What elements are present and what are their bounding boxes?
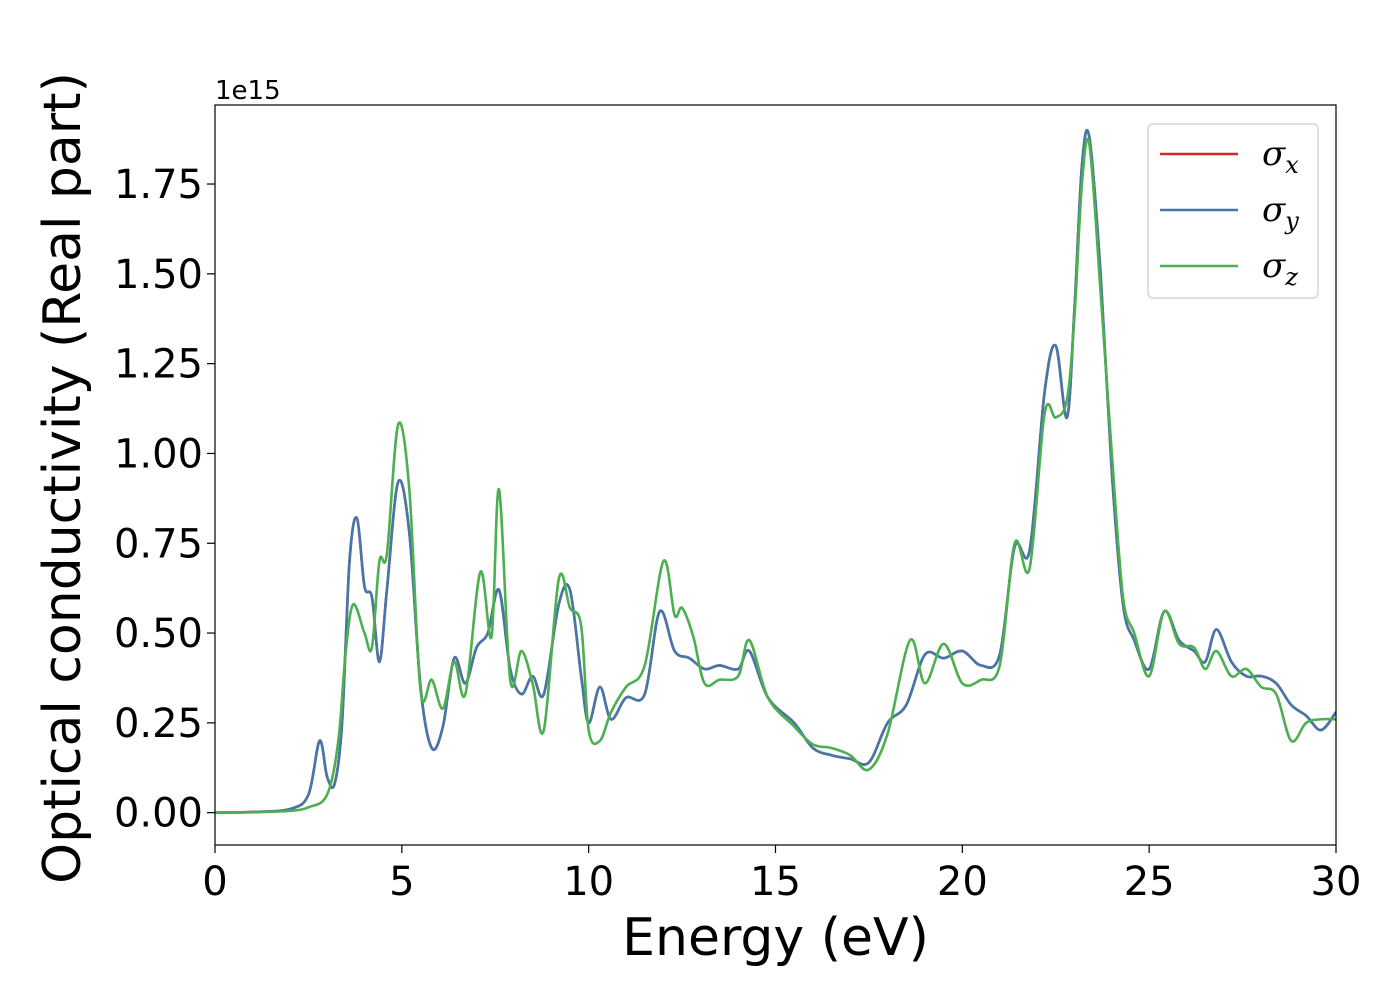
y-tick-label: 1.50: [114, 252, 203, 298]
x-tick-label: 15: [750, 859, 801, 905]
y-axis-offset-text: 1e15: [215, 76, 281, 106]
x-axis: 0 5 10 15 20 25 30: [202, 845, 1361, 905]
x-tick-label: 20: [937, 859, 988, 905]
x-tick-label: 10: [563, 859, 614, 905]
y-tick-label: 1.25: [114, 342, 203, 388]
y-tick-label: 0.75: [114, 521, 203, 567]
legend-label: σx: [1262, 134, 1299, 179]
y-tick-label: 0.00: [114, 791, 203, 837]
legend-item-sigma-x: σx: [1160, 134, 1299, 179]
y-tick-label: 0.25: [114, 701, 203, 747]
series-line-z: [215, 137, 1336, 814]
series-layer: [215, 129, 1336, 814]
y-axis-title: Optical conductivity (Real part): [33, 72, 93, 884]
legend: σx σy σz: [1147, 123, 1319, 299]
x-axis-title: Energy (eV): [622, 908, 929, 968]
x-tick-label: 25: [1124, 859, 1175, 905]
legend-label: σy: [1262, 190, 1299, 235]
legend-label: σz: [1262, 246, 1298, 291]
y-axis: 0.00 0.25 0.50 0.75 1.00 1.25 1.50 1.75: [114, 162, 215, 837]
legend-item-sigma-y: σy: [1160, 190, 1299, 235]
x-tick-label: 0: [202, 859, 227, 905]
x-tick-label: 30: [1311, 859, 1362, 905]
y-tick-label: 1.75: [114, 162, 203, 208]
x-tick-label: 5: [389, 859, 414, 905]
legend-item-sigma-z: σz: [1160, 246, 1298, 291]
y-tick-label: 0.50: [114, 611, 203, 657]
series-line-y: [215, 129, 1336, 814]
y-tick-label: 1.00: [114, 431, 203, 477]
